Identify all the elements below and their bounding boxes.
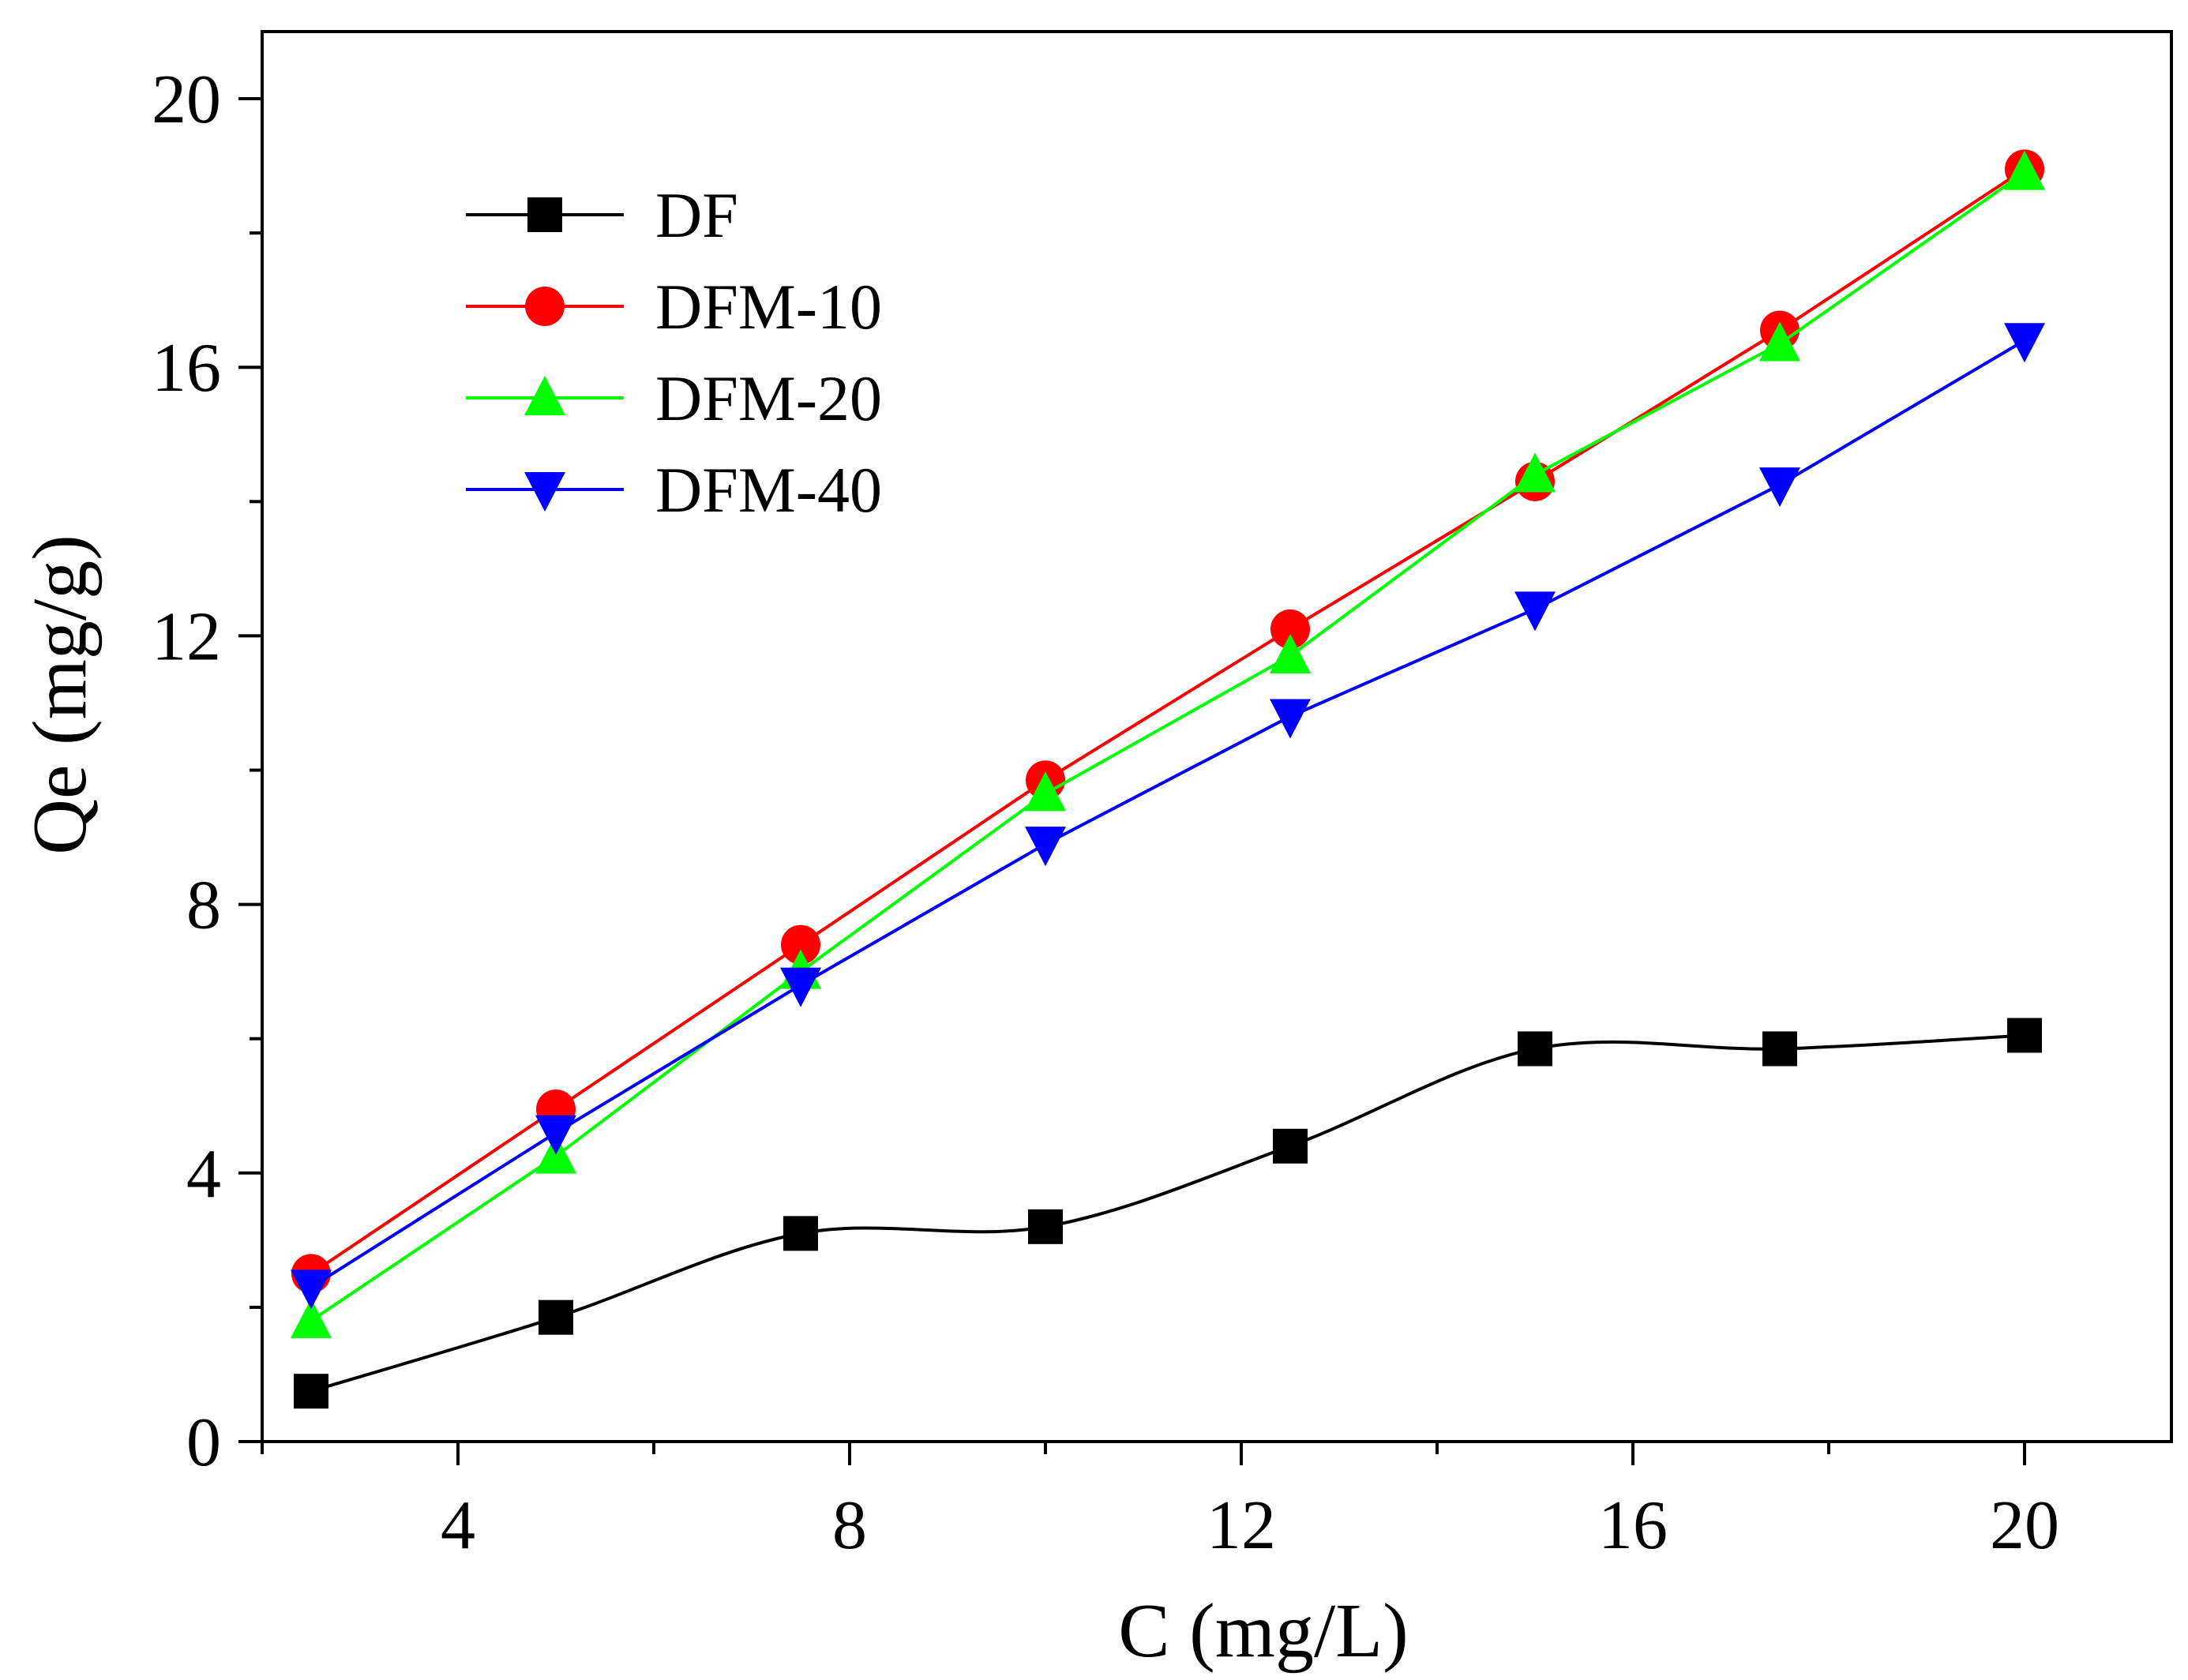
data-point-df (294, 1374, 328, 1409)
data-point-dfm-20 (1759, 321, 1800, 362)
data-point-dfm-40 (535, 1115, 576, 1155)
data-point-dfm-20 (1514, 452, 1556, 493)
legend-marker-df (527, 197, 562, 232)
x-tick-label: 20 (1990, 1487, 2059, 1564)
y-axis-title: Qe (mg/g) (17, 534, 103, 855)
y-tick-label: 0 (186, 1404, 221, 1481)
data-point-dfm-40 (1759, 467, 1800, 508)
data-point-df (1518, 1031, 1552, 1067)
data-point-df (1762, 1031, 1797, 1067)
legend-label-dfm-20: DFM-20 (655, 362, 882, 434)
y-tick-label: 8 (186, 868, 221, 944)
data-point-dfm-10 (781, 924, 820, 965)
data-point-dfm-40 (2004, 323, 2045, 363)
series-line-dfm-10 (310, 167, 2026, 1276)
data-point-dfm-40 (1025, 827, 1066, 867)
axes: 4 8 12 16 20 0 4 8 12 16 20 (152, 30, 2173, 1564)
legend-label-dfm-10: DFM-10 (655, 271, 882, 343)
legend-marker-dfm-20 (524, 376, 565, 415)
data-point-df (783, 1216, 818, 1251)
x-tick-label: 16 (1598, 1487, 1668, 1564)
data-point-dfm-40 (780, 967, 821, 1007)
series-line-dfm-40 (310, 339, 2026, 1289)
x-tick-label: 8 (832, 1487, 867, 1564)
legend-label-df: DF (655, 179, 738, 251)
data-point-dfm-10 (1270, 609, 1310, 649)
legend-marker-dfm-40 (524, 472, 565, 512)
x-tick-label: 12 (1207, 1487, 1276, 1564)
y-tick-label: 12 (152, 598, 221, 675)
data-point-df (1273, 1128, 1308, 1164)
data-point-dfm-20 (1025, 771, 1066, 812)
data-point-dfm-40 (1514, 591, 1556, 632)
x-axis-title: C (mg/L) (1118, 1588, 1408, 1674)
series-line-dfm-20 (310, 171, 2026, 1322)
data-point-df (539, 1299, 573, 1335)
data-point-dfm-20 (2004, 150, 2045, 190)
y-tick-label: 20 (152, 62, 221, 138)
data-point-dfm-20 (1270, 633, 1311, 673)
legend-marker-dfm-10 (525, 287, 565, 326)
plot-frame (261, 30, 2173, 1443)
data-point-df (2007, 1018, 2042, 1053)
y-tick-label: 16 (152, 330, 221, 407)
plot-area (291, 149, 2045, 1409)
x-tick-label: 4 (441, 1487, 475, 1564)
data-point-dfm-40 (291, 1269, 332, 1310)
legend-label-dfm-40: DFM-40 (655, 454, 882, 526)
data-point-dfm-40 (1270, 699, 1311, 739)
y-tick-label: 4 (186, 1136, 221, 1213)
data-point-df (1028, 1209, 1063, 1244)
legend: DF DFM-10 DFM-20 DFM-40 (466, 179, 882, 526)
data-point-dfm-20 (291, 1298, 332, 1338)
series-line-df (310, 1033, 2025, 1393)
